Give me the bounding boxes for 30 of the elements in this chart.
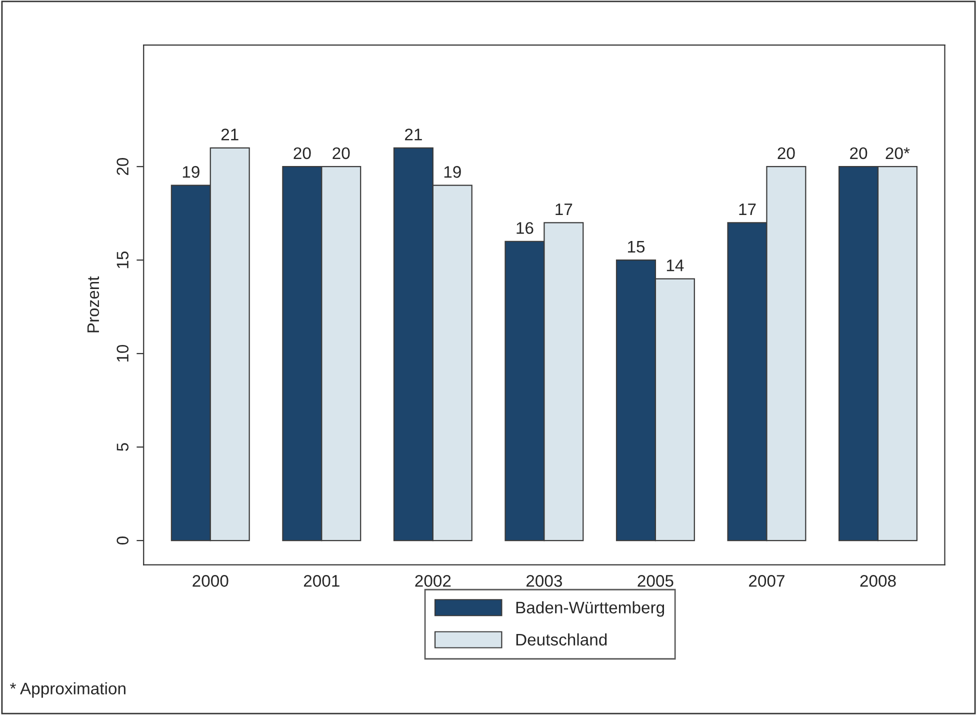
x-tick-label: 2005 xyxy=(638,575,674,587)
x-tick-label: 2003 xyxy=(526,575,562,587)
y-tick-label: 5 xyxy=(116,443,129,452)
x-tick-label: 2008 xyxy=(860,575,896,587)
data-label: 21 xyxy=(221,128,238,140)
data-label: 19 xyxy=(182,166,200,178)
data-label: 17 xyxy=(556,204,572,216)
data-label: 19 xyxy=(444,166,461,178)
data-label: 20 xyxy=(294,147,311,160)
data-label: 21 xyxy=(405,128,422,140)
x-tick-label: 2001 xyxy=(304,575,340,587)
data-label: 15 xyxy=(628,240,645,253)
data-label: 20 xyxy=(778,147,795,160)
text: * Approximation xyxy=(10,682,126,698)
y-tick-label: 15 xyxy=(116,252,129,268)
data-label: 17 xyxy=(739,204,756,216)
x-tick-label: 2000 xyxy=(192,575,228,587)
legend-label: Baden-Württemberg xyxy=(516,601,664,617)
data-label: 20 xyxy=(332,147,350,160)
y-tick-label: 20 xyxy=(116,158,129,176)
y-axis-title: Prozent xyxy=(87,276,100,332)
data-label: 20* xyxy=(886,147,910,160)
x-tick-label: 2002 xyxy=(415,575,451,587)
legend-label: Deutschland xyxy=(516,633,607,646)
y-tick-label: 10 xyxy=(116,344,129,362)
data-label: 20 xyxy=(850,147,868,160)
data-label: 16 xyxy=(516,222,534,234)
x-tick-label: 2007 xyxy=(749,575,784,587)
data-label: 14 xyxy=(666,260,684,272)
y-tick-label: 0 xyxy=(116,536,129,545)
